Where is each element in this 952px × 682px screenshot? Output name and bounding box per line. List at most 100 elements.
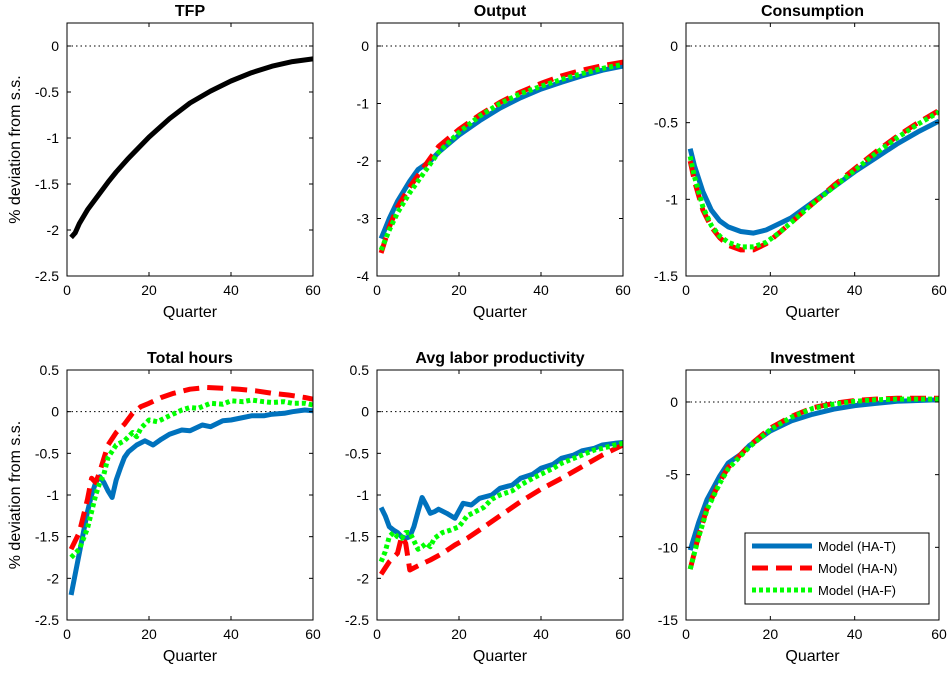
x-tick-label: 60: [305, 626, 321, 642]
y-tick-label: 0: [670, 394, 678, 410]
x-tick-label: 20: [451, 282, 467, 298]
panel-avg-labor-productivity: 0 20 40 60 0.5 0 -0.5 -1 -1.5 -2 -2.5 Avg labor pro…: [345, 350, 631, 665]
y-tick-label: -2: [357, 153, 370, 169]
axes-box: [685, 369, 940, 621]
series-line-model-ha-n-: [378, 59, 623, 254]
y-tick-label: 0.5: [350, 362, 370, 378]
y-tick-label: 0: [361, 38, 369, 54]
x-axis-label: Quarter: [785, 648, 840, 665]
y-tick-label: -2: [47, 570, 60, 586]
panel-output: 0 20 40 60 0 -1 -2 -3 -4 Output Quarter: [357, 3, 631, 321]
y-tick-label: -1: [47, 487, 60, 503]
y-tick-label: -2: [357, 570, 370, 586]
series-line-model-ha-n-: [68, 385, 313, 551]
x-tick-label: 20: [141, 282, 157, 298]
axes-box: [66, 22, 314, 277]
x-axis-label: Quarter: [163, 304, 218, 321]
panel-total-hours: 0 20 40 60 0.5 0 -0.5 -1 -1.5 -2 -2.5 Total hours Qu…: [7, 350, 321, 665]
y-tick-label: -10: [658, 539, 678, 555]
x-tick-label: 0: [373, 626, 381, 642]
y-tick-label: -1: [357, 487, 370, 503]
x-tick-label: 40: [533, 626, 549, 642]
x-tick-label: 20: [451, 626, 467, 642]
legend-label: Model (HA-F): [818, 583, 896, 598]
series-line-model-ha-f-: [378, 61, 623, 252]
y-tick-label: -1: [357, 96, 370, 112]
x-axis-label: Quarter: [163, 648, 218, 665]
x-tick-label: 20: [763, 282, 779, 298]
plot-area: [67, 370, 313, 620]
y-tick-label: -5: [666, 467, 679, 483]
panel-investment: 0 20 40 60 0 -5 -10 -15 Investment Quarter Model (…: [658, 350, 947, 665]
y-tick-label: -2.5: [35, 268, 59, 284]
axes-box: [376, 22, 624, 277]
y-tick-label: 0.5: [40, 362, 60, 378]
series-line-model-ha-f-: [69, 397, 313, 560]
x-tick-label: 0: [63, 282, 71, 298]
y-tick-label: -0.5: [345, 445, 369, 461]
y-tick-label: -0.5: [35, 445, 59, 461]
series-line-model-ha-f-: [687, 396, 939, 570]
y-tick-label: -1.5: [654, 268, 678, 284]
chart-title: Avg labor productivity: [415, 350, 584, 367]
y-tick-label: -1: [47, 130, 60, 146]
y-tick-label: -2: [47, 222, 60, 238]
chart-title: TFP: [175, 3, 206, 20]
x-tick-label: 0: [63, 626, 71, 642]
y-tick-label: -1.5: [35, 176, 59, 192]
y-tick-label: -2.5: [35, 612, 59, 628]
x-tick-label: 40: [847, 626, 863, 642]
y-tick-label: -1: [666, 191, 679, 207]
x-tick-label: 60: [305, 282, 321, 298]
y-tick-label: -2.5: [345, 612, 369, 628]
x-tick-label: 60: [615, 282, 631, 298]
axes-box: [685, 22, 940, 277]
y-tick-label: 0: [361, 404, 369, 420]
x-tick-label: 60: [931, 626, 947, 642]
plot-area: [377, 23, 623, 276]
y-tick-label: -0.5: [35, 84, 59, 100]
y-tick-label: -15: [658, 612, 678, 628]
y-tick-label: -3: [357, 211, 370, 227]
y-axis-label: % deviation from s.s.: [7, 75, 24, 224]
x-tick-label: 0: [682, 282, 690, 298]
x-axis-label: Quarter: [785, 304, 840, 321]
x-axis-label: Quarter: [473, 648, 528, 665]
y-tick-label: 0: [51, 404, 59, 420]
series-line-model-ha-f-: [378, 440, 623, 563]
y-tick-label: 0: [51, 38, 59, 54]
x-tick-label: 20: [763, 626, 779, 642]
series-line-model-ha-t-: [68, 407, 313, 596]
chart-title: Investment: [770, 350, 855, 367]
x-tick-label: 40: [223, 282, 239, 298]
legend-label: Model (HA-N): [818, 561, 897, 576]
y-tick-label: -0.5: [654, 115, 678, 131]
legend-label: Model (HA-T): [818, 539, 896, 554]
series-line-model-ha-f-: [687, 109, 939, 250]
x-tick-label: 40: [533, 282, 549, 298]
series-line-model-ha-n-: [379, 442, 623, 576]
x-axis-label: Quarter: [473, 304, 528, 321]
y-tick-label: -1.5: [345, 529, 369, 545]
y-tick-label: -4: [357, 268, 370, 284]
x-tick-label: 60: [615, 626, 631, 642]
legend: Model (HA-T) Model (HA-N) Model (HA-F): [744, 532, 930, 605]
chart-title: Total hours: [147, 350, 233, 367]
series-line-model-ha-t-: [687, 118, 939, 236]
chart-title: Consumption: [761, 3, 864, 20]
x-tick-label: 0: [682, 626, 690, 642]
series-line-tfp: [69, 56, 313, 240]
y-tick-label: 0: [670, 38, 678, 54]
x-tick-label: 40: [847, 282, 863, 298]
x-tick-label: 60: [931, 282, 947, 298]
plot-area: [67, 23, 313, 276]
x-tick-label: 40: [223, 626, 239, 642]
plot-area: [686, 23, 939, 276]
y-tick-label: -1.5: [35, 529, 59, 545]
x-tick-label: 20: [141, 626, 157, 642]
panel-consumption: 0 20 40 60 0 -0.5 -1 -1.5 Consumption Quarter: [654, 3, 947, 321]
panel-tfp: 0 20 40 60 0 -0.5 -1 -1.5 -2 -2.5 TFP Quarter % devi…: [7, 3, 321, 321]
chart-title: Output: [474, 3, 527, 20]
y-axis-label: % deviation from s.s.: [7, 421, 24, 570]
